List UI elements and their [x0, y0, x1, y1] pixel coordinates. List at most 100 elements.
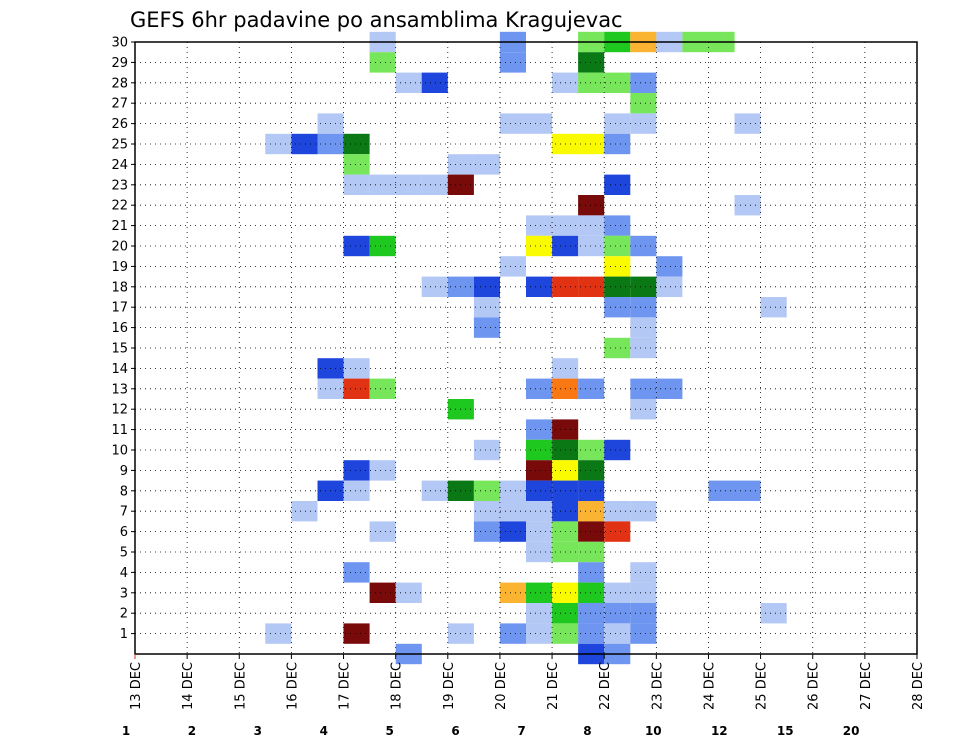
x-tick-label: 23 DEC [650, 662, 665, 710]
heatmap-cell [578, 603, 605, 624]
heatmap-cell [499, 501, 526, 522]
heatmap-cell [343, 154, 370, 175]
heatmap-cell [578, 623, 605, 644]
y-tick-label: 13 [111, 382, 128, 397]
y-tick-label: 6 [120, 525, 128, 540]
heatmap-cell [291, 133, 318, 155]
heatmap-cell [656, 256, 683, 277]
colorbar-tick-label: 6 [451, 724, 459, 738]
y-tick-label: 8 [120, 484, 128, 499]
heatmap-cell [630, 276, 657, 297]
heatmap-cell [265, 133, 292, 155]
heatmap-cell [343, 358, 370, 379]
heatmap-cell [526, 582, 553, 603]
heatmap-cell [630, 337, 657, 359]
heatmap-cell [421, 276, 448, 297]
heatmap-cell [604, 113, 631, 134]
heatmap-cell [760, 297, 787, 318]
heatmap-cell [604, 297, 631, 318]
colorbar-tick-label: 20 [843, 724, 860, 738]
heatmap-cell [630, 399, 657, 420]
heatmap-cell [473, 154, 500, 175]
heatmap-cell [343, 174, 370, 195]
heatmap-cell [578, 521, 605, 542]
x-tick-label: 17 DEC [338, 662, 353, 710]
heatmap-cell [499, 52, 526, 73]
heatmap-cell [473, 439, 500, 461]
heatmap-cell [604, 276, 631, 297]
heatmap-cell [526, 235, 553, 257]
chart-title: GEFS 6hr padavine po ansamblima Kragujev… [130, 8, 623, 32]
x-tick-label: 15 DEC [233, 662, 248, 710]
heatmap-cell [630, 317, 657, 338]
heatmap-cell [473, 521, 500, 542]
heatmap-cell [369, 378, 396, 399]
x-tick-label: 18 DEC [390, 662, 405, 710]
y-tick-label: 18 [111, 280, 128, 295]
heatmap-cell [578, 215, 605, 236]
heatmap-cell [578, 72, 605, 93]
y-tick-label: 15 [111, 342, 128, 357]
x-tick-label: 22 DEC [598, 662, 613, 710]
heatmap-cell [604, 521, 631, 542]
heatmap-cell [578, 378, 605, 399]
heatmap-cell [343, 460, 370, 481]
heatmap-cell [630, 297, 657, 318]
heatmap-cell [734, 195, 761, 216]
x-tick-label: 26 DEC [807, 662, 822, 710]
heatmap-cell [526, 419, 553, 440]
heatmap-cell [656, 276, 683, 297]
heatmap-cell [526, 480, 553, 501]
y-tick-label: 14 [111, 362, 128, 377]
x-tick-label: 28 DEC [911, 662, 926, 710]
heatmap-cell [630, 501, 657, 522]
x-tick-label: 14 DEC [181, 662, 196, 710]
heatmap-cell [526, 439, 553, 461]
heatmap-cell [421, 72, 448, 93]
heatmap-cell [526, 378, 553, 399]
heatmap-cell [734, 113, 761, 134]
heatmap-cell [526, 603, 553, 624]
y-tick-label: 16 [111, 321, 128, 336]
x-tick-label: 25 DEC [755, 662, 770, 710]
heatmap-cell [604, 235, 631, 257]
heatmap-cell [369, 460, 396, 481]
heatmap-cell [578, 541, 605, 563]
heatmap-cell [499, 480, 526, 501]
colorbar-tick-label: 2 [188, 724, 196, 738]
heatmap-cell [630, 378, 657, 399]
colorbar-tick-label: 7 [517, 724, 525, 738]
heatmap-cell [578, 480, 605, 501]
heatmap-cell [526, 276, 553, 297]
heatmap-cell [265, 623, 292, 644]
heatmap-cell [578, 562, 605, 583]
colorbar-tick-label: 10 [645, 724, 662, 738]
heatmap-cell [395, 174, 422, 195]
heatmap-cell [526, 215, 553, 236]
heatmap-cell [630, 72, 657, 93]
heatmap-cell [630, 623, 657, 644]
heatmap-cell [395, 582, 422, 603]
heatmap-cell [578, 276, 605, 297]
y-tick-label: 25 [111, 138, 128, 153]
heatmap-cell [630, 235, 657, 257]
y-tick-label: 27 [111, 97, 128, 112]
heatmap-cell [526, 541, 553, 563]
heatmap-cell [291, 501, 318, 522]
y-tick-label: 12 [111, 403, 128, 418]
heatmap-cell [578, 439, 605, 461]
y-tick-label: 21 [111, 219, 128, 234]
y-tick-label: 4 [120, 566, 128, 581]
heatmap-cell [473, 501, 500, 522]
heatmap-cell [421, 174, 448, 195]
heatmap-cell [343, 235, 370, 257]
colorbar-tick-label: 4 [320, 724, 328, 738]
y-tick-label: 3 [120, 586, 128, 601]
grid-lines [135, 42, 917, 654]
heatmap-cell [421, 480, 448, 501]
y-tick-label: 23 [111, 178, 128, 193]
heatmap-cell [760, 603, 787, 624]
heatmap-cell [499, 521, 526, 542]
heatmap-cell [604, 256, 631, 277]
y-tick-label: 7 [120, 505, 128, 520]
